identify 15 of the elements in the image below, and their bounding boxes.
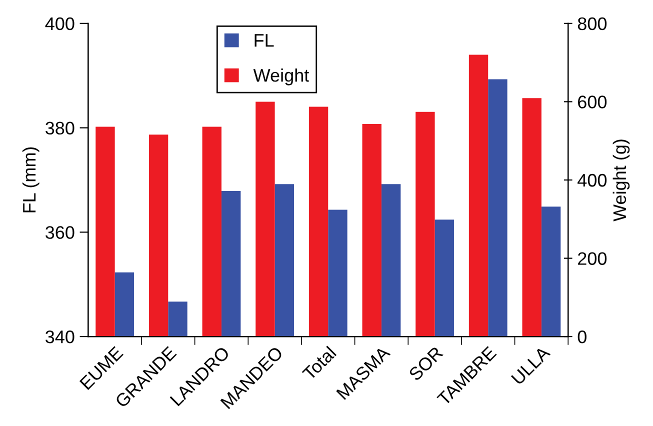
bar	[148, 134, 168, 337]
y2-tick-label: 600	[578, 96, 607, 108]
y-tick-label: 340	[46, 330, 74, 344]
y2-tick-label: 0	[578, 330, 586, 344]
y2-tick-label: 400	[578, 174, 607, 187]
bar	[96, 126, 115, 337]
y-axis-title: FL (mm)	[22, 147, 40, 212]
y-tick-label: 360	[46, 226, 74, 239]
y-tick-label: 380	[46, 122, 74, 135]
y2-axis-title: Weight (g)	[612, 140, 630, 222]
legend-label: Weight	[253, 68, 310, 86]
y2-tick-label: 800	[578, 17, 607, 30]
legend-label: FL	[254, 34, 274, 47]
y2-tick-label: 200	[578, 252, 607, 265]
y-tick-label: 400	[45, 17, 74, 30]
